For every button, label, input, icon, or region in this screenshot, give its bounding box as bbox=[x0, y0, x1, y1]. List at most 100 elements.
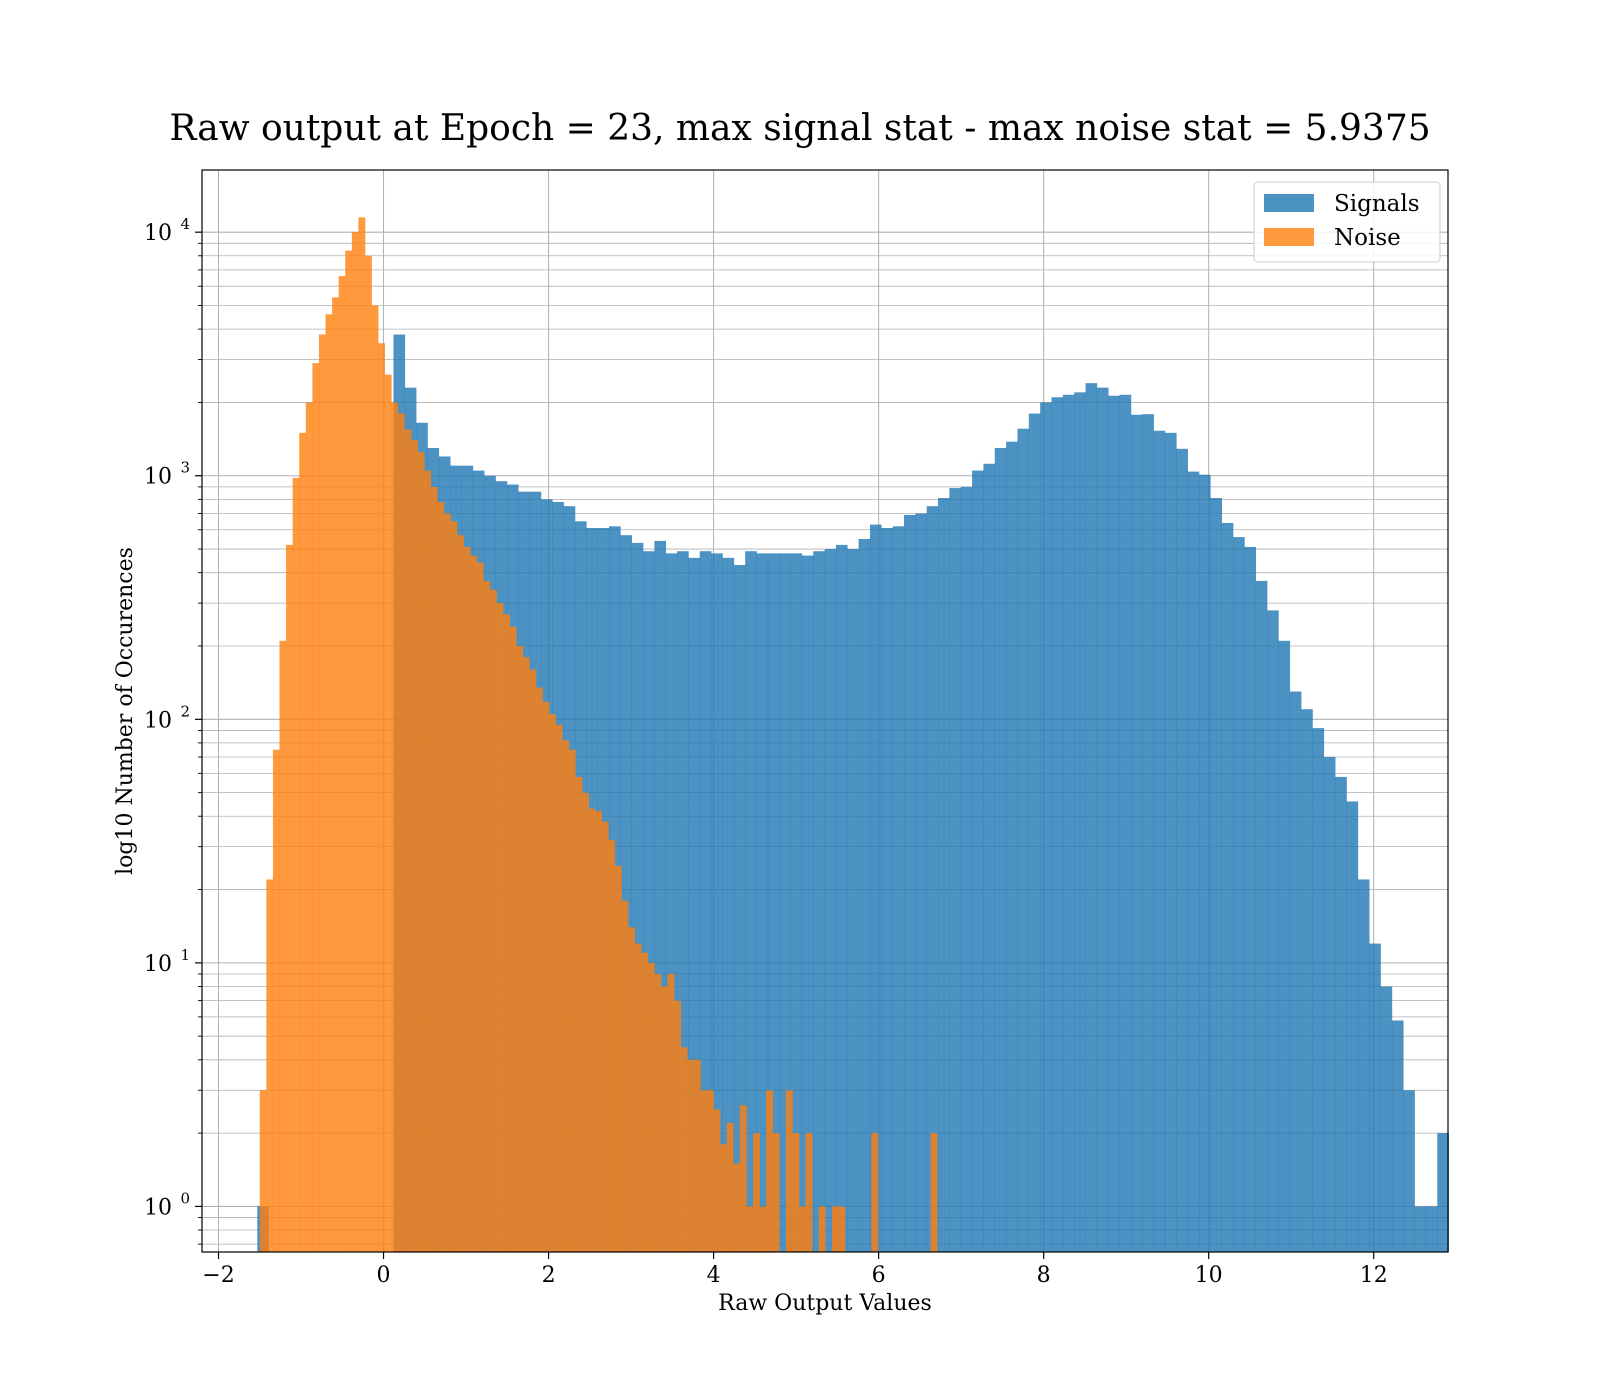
noise-bar bbox=[404, 429, 412, 1252]
signals-bar bbox=[835, 544, 848, 1252]
y-tick-label-exponent: 0 bbox=[180, 1189, 190, 1207]
legend-swatch-noise bbox=[1264, 228, 1314, 246]
signals-bar bbox=[1108, 395, 1120, 1252]
legend-label-signals: Signals bbox=[1334, 191, 1420, 217]
signals-bar bbox=[1017, 428, 1030, 1252]
signals-bar bbox=[869, 524, 882, 1252]
x-tick-label: −2 bbox=[202, 1263, 234, 1288]
y-tick-label: 10 bbox=[144, 221, 172, 246]
noise-bar bbox=[575, 776, 583, 1252]
noise-bar bbox=[529, 669, 537, 1252]
noise-bar bbox=[457, 535, 464, 1252]
noise-bar bbox=[772, 1133, 780, 1252]
noise-bar bbox=[785, 1090, 793, 1252]
noise-bar bbox=[660, 986, 668, 1252]
noise-bar bbox=[549, 714, 557, 1252]
signals-bar bbox=[711, 553, 723, 1252]
noise-bar bbox=[292, 477, 300, 1252]
signals-bar bbox=[1425, 1206, 1438, 1252]
noise-bar bbox=[831, 1206, 839, 1252]
signals-bar bbox=[1414, 1206, 1427, 1252]
plot-frame bbox=[201, 169, 1449, 1253]
signals-bar bbox=[1323, 757, 1336, 1252]
signals-bar bbox=[938, 498, 950, 1253]
signals-bar bbox=[677, 551, 689, 1252]
noise-bar bbox=[838, 1206, 846, 1252]
noise-bar bbox=[509, 626, 517, 1252]
signals-bar bbox=[1221, 522, 1234, 1252]
noise-bar bbox=[713, 1109, 721, 1252]
noise-bar bbox=[562, 740, 570, 1252]
noise-bar bbox=[305, 402, 313, 1252]
signals-bar bbox=[1403, 1090, 1415, 1252]
signals-bar bbox=[949, 488, 962, 1253]
signals-bar bbox=[767, 553, 780, 1252]
signals-bar bbox=[892, 526, 905, 1252]
signals-bar bbox=[926, 506, 939, 1252]
signals-bar bbox=[779, 553, 791, 1252]
noise-bar bbox=[411, 440, 418, 1253]
noise-bar bbox=[496, 603, 504, 1252]
signals-bar bbox=[665, 553, 678, 1252]
noise-bar bbox=[555, 724, 563, 1252]
noise-bar bbox=[647, 962, 655, 1252]
signals-bar bbox=[1233, 537, 1245, 1252]
x-tick-label: 12 bbox=[1360, 1263, 1388, 1288]
noise-bar bbox=[601, 821, 609, 1252]
signals-bar bbox=[813, 551, 825, 1252]
signals-bar bbox=[1142, 414, 1154, 1252]
signals-bar bbox=[1051, 397, 1064, 1252]
signals-bar bbox=[1199, 474, 1211, 1252]
signals-bar bbox=[1391, 1020, 1404, 1252]
signals-bar bbox=[1062, 394, 1075, 1252]
noise-bar bbox=[332, 297, 339, 1252]
signals-bar bbox=[620, 535, 633, 1252]
legend: Signals Noise bbox=[1253, 181, 1441, 263]
signals-bar bbox=[1335, 776, 1347, 1252]
x-tick-label: 8 bbox=[1037, 1263, 1051, 1288]
signals-bar bbox=[1267, 610, 1279, 1252]
signals-bar bbox=[847, 549, 859, 1252]
y-tick-label: 10 bbox=[144, 1195, 172, 1220]
x-axis-label: Raw Output Values bbox=[718, 1291, 932, 1316]
chart-title: Raw output at Epoch = 23, max signal sta… bbox=[169, 108, 1430, 149]
noise-bar bbox=[430, 486, 438, 1253]
noise-bar bbox=[759, 1206, 767, 1252]
signals-bar bbox=[722, 557, 735, 1252]
noise-bar bbox=[470, 555, 478, 1252]
noise-bar bbox=[345, 250, 353, 1253]
noise-bar bbox=[325, 314, 333, 1252]
signals-bar bbox=[631, 542, 644, 1252]
x-tick-label: 0 bbox=[377, 1263, 391, 1288]
noise-bar bbox=[700, 1090, 708, 1252]
noise-bar bbox=[542, 701, 550, 1252]
y-tick-label-exponent: 3 bbox=[180, 459, 190, 477]
noise-bar bbox=[516, 645, 524, 1252]
noise-bar bbox=[483, 580, 491, 1252]
noise-bar bbox=[871, 1133, 879, 1252]
noise-bar bbox=[450, 521, 458, 1252]
signals-bar bbox=[699, 551, 712, 1252]
signals-bar bbox=[1040, 402, 1052, 1252]
signals-bar bbox=[733, 565, 746, 1252]
noise-bar bbox=[766, 1090, 774, 1252]
noise-bar bbox=[654, 974, 662, 1252]
noise-bar bbox=[739, 1105, 747, 1252]
signals-bar bbox=[1164, 432, 1177, 1253]
signals-bar bbox=[915, 513, 928, 1252]
signals-bar bbox=[1130, 414, 1143, 1252]
noise-bar bbox=[614, 865, 622, 1252]
noise-bar bbox=[680, 1047, 688, 1252]
noise-bar bbox=[667, 974, 675, 1252]
noise-bar bbox=[358, 217, 366, 1252]
noise-bar bbox=[522, 657, 530, 1252]
y-tick-label-exponent: 4 bbox=[180, 215, 190, 233]
signals-bar bbox=[994, 447, 1007, 1252]
signals-bar bbox=[1312, 728, 1325, 1252]
noise-bar bbox=[799, 1206, 806, 1252]
signals-bar bbox=[858, 538, 871, 1252]
y-tick-label: 10 bbox=[144, 465, 172, 490]
noise-bar bbox=[733, 1163, 741, 1252]
noise-bar bbox=[476, 562, 484, 1252]
